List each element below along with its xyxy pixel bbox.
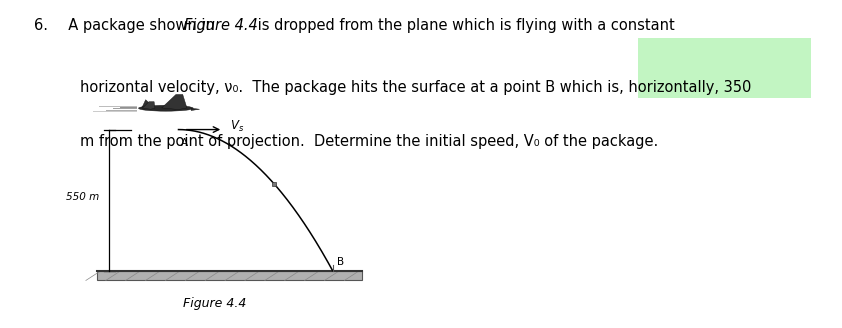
Ellipse shape	[138, 105, 194, 111]
Polygon shape	[142, 100, 152, 107]
Text: 550 m: 550 m	[67, 192, 99, 202]
Text: horizontal velocity, ν₀.  The package hits the surface at a point B which is, ho: horizontal velocity, ν₀. The package hit…	[80, 80, 751, 95]
Text: 6.: 6.	[34, 18, 48, 33]
Polygon shape	[142, 102, 155, 109]
Text: Figure 4.4: Figure 4.4	[183, 297, 247, 310]
Text: m from the point of projection.  Determine the initial speed, V₀ of the package.: m from the point of projection. Determin…	[80, 134, 658, 150]
Text: $V_s$: $V_s$	[230, 119, 244, 134]
Text: A package shown in: A package shown in	[59, 18, 220, 33]
Polygon shape	[162, 94, 187, 110]
Text: Figure 4.4: Figure 4.4	[184, 18, 258, 33]
Text: A: A	[181, 138, 188, 148]
Text: B: B	[337, 257, 344, 267]
Polygon shape	[191, 108, 200, 111]
Bar	[638, 38, 811, 98]
Bar	[97, 271, 362, 280]
Text: is dropped from the plane which is flying with a constant: is dropped from the plane which is flyin…	[253, 18, 675, 33]
